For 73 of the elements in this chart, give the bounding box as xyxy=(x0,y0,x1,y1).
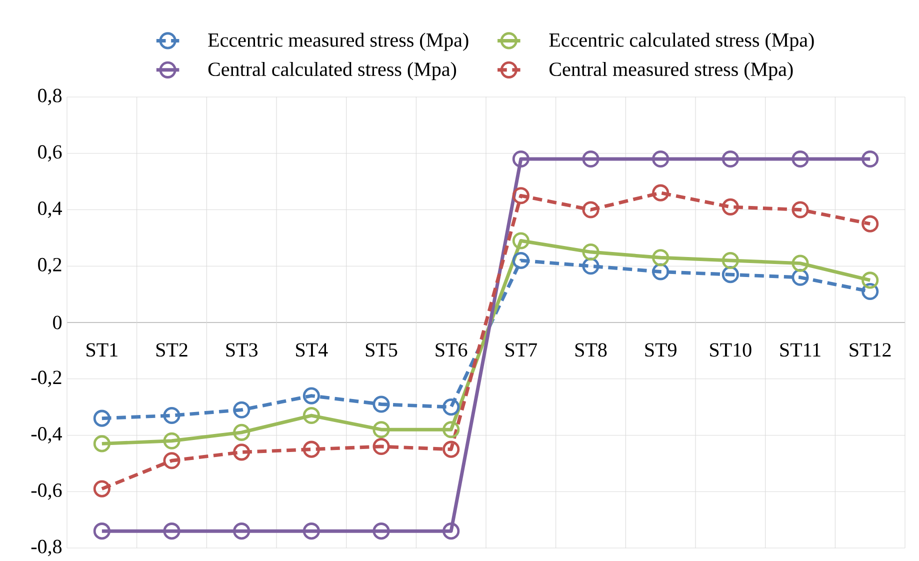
point xyxy=(862,282,879,300)
point xyxy=(582,258,600,275)
point xyxy=(93,480,110,498)
point xyxy=(233,444,250,461)
point xyxy=(93,410,110,427)
point xyxy=(372,396,390,413)
y-tick-label: 0,8 xyxy=(38,88,62,106)
point xyxy=(442,398,460,416)
point xyxy=(512,252,530,270)
point xyxy=(722,150,739,168)
point xyxy=(862,215,879,232)
point xyxy=(512,187,530,204)
y-tick-label: -0,6 xyxy=(31,483,62,500)
point xyxy=(442,440,460,458)
point xyxy=(163,522,180,540)
point xyxy=(302,522,320,540)
x-tick-label: ST3 xyxy=(226,343,258,357)
point xyxy=(652,184,670,202)
point xyxy=(442,421,460,438)
legend-label: Central measured stress (Mpa) xyxy=(550,62,793,80)
point xyxy=(372,421,390,438)
x-tick-label: ST9 xyxy=(645,343,676,357)
y-tick-label: -0,4 xyxy=(31,427,62,444)
point xyxy=(302,406,320,424)
x-tick-label: ST8 xyxy=(575,343,607,357)
y-tick-label: 0 xyxy=(53,316,62,330)
point xyxy=(722,266,739,284)
point xyxy=(93,435,110,452)
point xyxy=(792,201,809,218)
point xyxy=(652,249,670,266)
legend-label: Eccentric calculated stress (Mpa) xyxy=(549,32,814,51)
x-tick-label: ST12 xyxy=(850,343,891,357)
point xyxy=(372,438,390,456)
x-tick-label: ST1 xyxy=(86,343,118,357)
x-tick-label: ST11 xyxy=(780,343,820,357)
x-tick-label: ST7 xyxy=(506,343,538,357)
point xyxy=(233,522,250,540)
y-tick-label: -0,8 xyxy=(31,540,62,556)
legend-label: Eccentric measured stress (Mpa) xyxy=(208,32,468,51)
point xyxy=(582,150,600,168)
point xyxy=(722,252,739,270)
point xyxy=(582,201,600,218)
point xyxy=(792,268,809,286)
point xyxy=(233,401,250,418)
point xyxy=(302,440,320,458)
point xyxy=(652,263,670,280)
point xyxy=(862,272,879,289)
point xyxy=(163,406,180,424)
y-tick-label: 0,2 xyxy=(38,258,62,274)
legend-label: Central calculated stress (Mpa) xyxy=(208,62,456,80)
point xyxy=(93,522,110,540)
point xyxy=(163,432,180,450)
x-tick-label: ST2 xyxy=(156,343,188,357)
point xyxy=(442,522,460,540)
x-tick-label: ST5 xyxy=(366,343,398,357)
y-tick-label: -0,2 xyxy=(31,370,62,388)
y-tick-label: 0,4 xyxy=(38,202,62,218)
point xyxy=(722,198,739,216)
x-tick-label: ST10 xyxy=(710,343,752,357)
y-tick-label: 0,6 xyxy=(38,145,62,162)
point xyxy=(512,232,530,250)
point xyxy=(372,522,390,540)
point xyxy=(233,424,250,441)
point xyxy=(302,387,320,404)
point xyxy=(512,150,530,168)
point xyxy=(862,150,879,168)
point xyxy=(792,254,809,272)
point xyxy=(582,243,600,261)
point xyxy=(792,150,809,168)
x-tick-label: ST4 xyxy=(296,343,328,357)
point xyxy=(652,150,670,168)
x-tick-label: ST6 xyxy=(436,343,468,357)
point xyxy=(163,452,180,470)
